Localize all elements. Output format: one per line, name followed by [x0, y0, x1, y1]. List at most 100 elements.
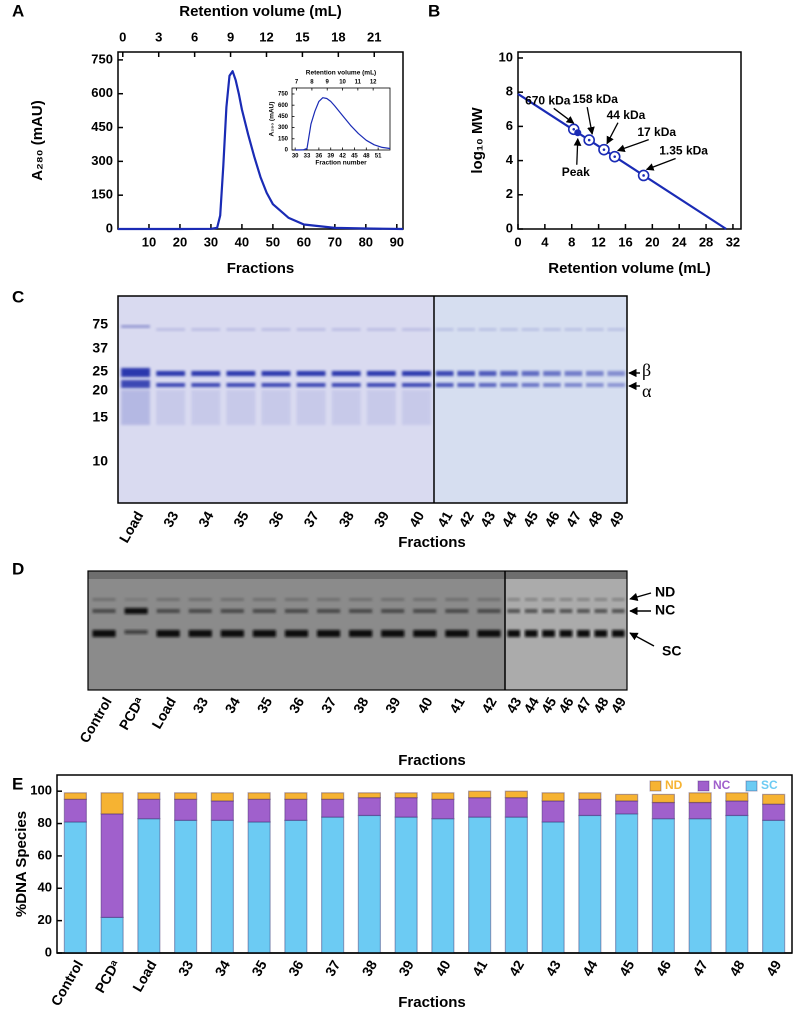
gel-band: [507, 598, 520, 601]
point-label: 158 kDa: [573, 92, 619, 106]
x2-tick-label: 15: [295, 29, 309, 44]
x-axis-label: Fractions: [398, 752, 466, 769]
gel-band: [331, 371, 361, 376]
annotation-arrow: [606, 122, 619, 145]
gel-band: [226, 371, 256, 376]
gel-band: [521, 383, 540, 387]
gel-band: [191, 383, 221, 387]
peak-point: [574, 129, 582, 137]
bar-segment: [725, 800, 749, 817]
gel-band: [457, 383, 475, 387]
x2-tick-label: 21: [367, 29, 381, 44]
bar-segment: [321, 792, 345, 800]
lane-label: 41: [434, 508, 456, 530]
peak-label: Peak: [562, 165, 590, 179]
gel-band: [521, 371, 540, 376]
x-tick-label: 43: [542, 957, 564, 979]
annotation-arrow: [586, 106, 595, 135]
gel-band: [284, 598, 309, 601]
bar-segment: [63, 821, 87, 954]
x-tick-label: 28: [699, 234, 713, 249]
lane-label: 40: [406, 508, 428, 530]
x2-tick-label: 9: [227, 29, 234, 44]
bar-segment: [63, 798, 87, 823]
gel-band: [478, 371, 497, 376]
y-tick-label: 20: [38, 912, 52, 927]
gel-band: [524, 630, 538, 637]
marker-label: 75: [92, 316, 108, 332]
x-tick-label: 24: [672, 234, 687, 249]
marker-label: 37: [92, 340, 108, 356]
legend-label: NC: [713, 778, 731, 792]
gel-band: [92, 598, 116, 601]
bar-segment: [321, 798, 345, 818]
x2-axis-label: Retention volume (mL): [306, 70, 376, 77]
gel-band: [124, 608, 148, 614]
bar-segment: [210, 800, 235, 821]
gel-band: [586, 371, 604, 376]
x-tick-label: 50: [266, 234, 280, 249]
bar-segment: [578, 798, 602, 817]
gel-band: [349, 598, 373, 601]
gel-band: [435, 383, 454, 387]
y-tick-label: 300: [91, 153, 113, 168]
lane-label: 43: [503, 694, 525, 716]
gel-smear: [402, 390, 431, 425]
x-tick-label: 48: [726, 957, 748, 979]
gel-band: [586, 328, 604, 331]
y-tick-label: 750: [278, 92, 289, 98]
gel-band: [191, 328, 221, 331]
x-tick-label: 4: [541, 234, 549, 249]
gel-smear: [296, 390, 326, 425]
gel-band: [261, 371, 291, 376]
y-tick-label: 450: [91, 119, 113, 134]
x2-tick-label: 10: [339, 80, 346, 86]
x-tick-label: 20: [173, 234, 187, 249]
bar-segment: [688, 818, 712, 954]
bar-segment: [761, 819, 786, 954]
bar-segment: [247, 792, 271, 800]
gel-band: [594, 609, 608, 613]
x-tick-label: 42: [506, 957, 528, 979]
x-tick-label: 49: [763, 957, 785, 979]
gel-band: [542, 598, 555, 601]
y-tick-label: 4: [506, 152, 514, 167]
y-tick-label: 150: [278, 136, 289, 142]
x-tick-label: 33: [304, 154, 311, 160]
y-tick-label: 2: [506, 186, 513, 201]
bar-segment: [688, 801, 712, 820]
gel-band: [542, 630, 555, 637]
x2-tick-label: 12: [259, 29, 273, 44]
gel-band: [457, 328, 475, 331]
bar-segment: [468, 816, 492, 954]
gel-band: [607, 383, 626, 387]
bar-segment: [614, 813, 639, 954]
annotation-arrow: [616, 139, 649, 152]
x-tick-label: 42: [339, 154, 346, 160]
lane-label: 36: [286, 694, 308, 716]
gel-band: [156, 383, 186, 387]
bar-segment: [578, 792, 602, 800]
lane-label: 44: [498, 508, 520, 530]
bar-segment: [394, 797, 418, 818]
gel-band: [507, 630, 520, 637]
gel-band: [402, 371, 431, 376]
gel-band: [586, 383, 604, 387]
marker-label: 15: [92, 409, 108, 425]
gel-band: [261, 383, 291, 387]
x-tick-label: 0: [514, 234, 521, 249]
x2-tick-label: 18: [331, 29, 345, 44]
bar-segment: [468, 797, 492, 818]
x-tick-label: 38: [359, 957, 381, 979]
lane-label: PCDᵃ: [116, 694, 148, 733]
lane-label: 46: [555, 694, 577, 716]
legend-swatch: [745, 780, 758, 792]
y-tick-label: 10: [499, 49, 513, 64]
gel-band: [366, 383, 396, 387]
band-label: ND: [655, 584, 675, 600]
gel-band: [559, 630, 573, 637]
x-tick-label: 46: [653, 957, 675, 979]
gel-band: [524, 609, 538, 613]
y-tick-label: 0: [285, 148, 289, 154]
